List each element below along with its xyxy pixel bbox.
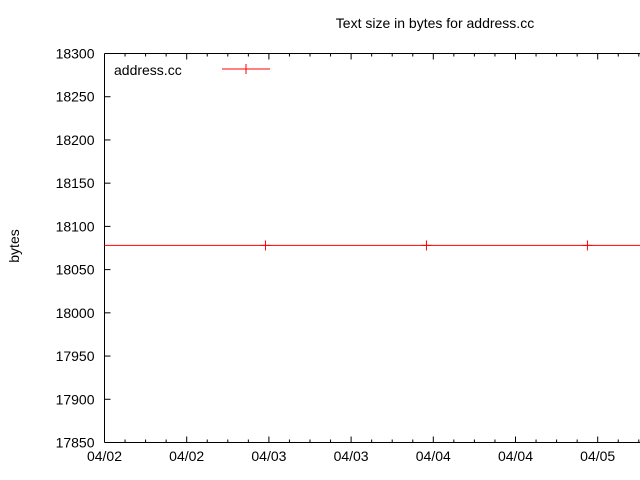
x-tick-label: 04/03 <box>334 448 369 464</box>
chart-title: Text size in bytes for address.cc <box>335 15 535 31</box>
y-tick-label: 18250 <box>56 89 95 105</box>
y-tick-label: 17950 <box>56 348 95 364</box>
y-tick-label: 17900 <box>56 391 95 407</box>
y-tick-label: 18050 <box>56 262 95 278</box>
x-tick-label: 04/04 <box>416 448 451 464</box>
y-tick-label: 18150 <box>56 175 95 191</box>
y-tick-label: 18100 <box>56 218 95 234</box>
x-tick-label: 04/03 <box>251 448 286 464</box>
y-tick-label: 18300 <box>56 46 95 62</box>
legend-label: address.cc <box>114 62 182 78</box>
x-tick-label: 04/02 <box>87 448 122 464</box>
y-tick-label: 18200 <box>56 132 95 148</box>
y-tick-label: 18000 <box>56 305 95 321</box>
x-tick-label: 04/04 <box>498 448 533 464</box>
y-axis-title: bytes <box>6 229 22 263</box>
x-tick-label: 04/05 <box>580 448 615 464</box>
y-tick-label: 17850 <box>56 435 95 451</box>
x-tick-label: 04/02 <box>169 448 204 464</box>
